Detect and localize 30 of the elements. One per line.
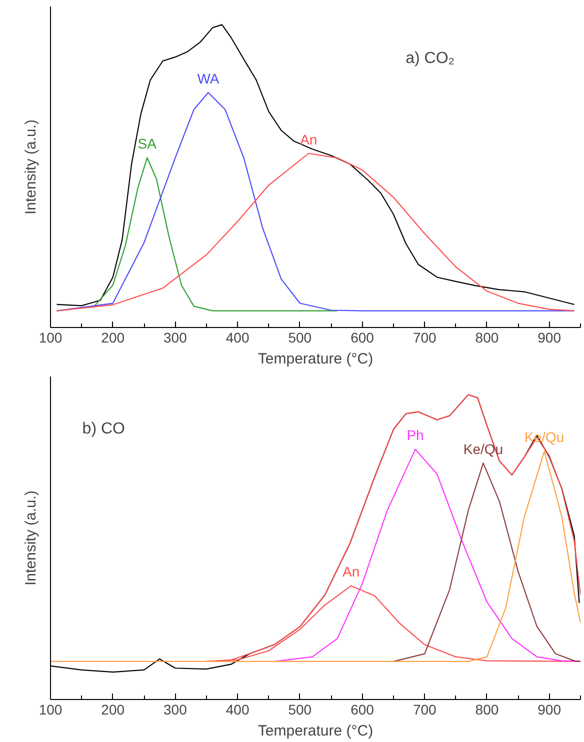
x-tick-label: 900 — [538, 702, 562, 718]
series-label: WA — [197, 70, 220, 86]
x-axis-title: Temperature (°C) — [258, 722, 374, 740]
x-tick-label: 800 — [475, 702, 499, 718]
x-tick-label: 800 — [475, 330, 499, 346]
text: a) CO₂ — [406, 50, 454, 68]
x-tick-label: 500 — [288, 330, 312, 346]
x-tick-label: 600 — [350, 330, 374, 346]
y-axis-title: Intensity (a.u.) — [22, 119, 40, 215]
x-tick-label: 900 — [538, 330, 562, 346]
x-tick-label: 600 — [350, 702, 374, 718]
x-tick-label: 200 — [101, 330, 125, 346]
series-label: Ke/Qu — [524, 429, 564, 446]
x-tick-label: 200 — [101, 702, 125, 718]
x-tick-label: 300 — [164, 702, 188, 718]
series-label: An — [300, 131, 318, 148]
x-tick-label: 700 — [412, 702, 437, 718]
series-label: An — [342, 564, 360, 580]
x-tick-label: 700 — [412, 330, 437, 346]
x-tick-label: 100 — [38, 702, 62, 718]
x-tick-label: 500 — [288, 702, 312, 718]
series-label: SA — [138, 136, 158, 152]
x-tick-label: 400 — [226, 330, 250, 346]
y-axis-title: Intensity (a.u.) — [22, 490, 40, 586]
text: b) CO — [82, 420, 125, 438]
x-tick-label: 400 — [226, 702, 250, 718]
x-tick-label: 100 — [38, 330, 62, 346]
x-tick-label: 300 — [164, 330, 188, 346]
series-label: Ph — [406, 427, 424, 444]
x-axis-title: Temperature (°C) — [258, 350, 374, 368]
